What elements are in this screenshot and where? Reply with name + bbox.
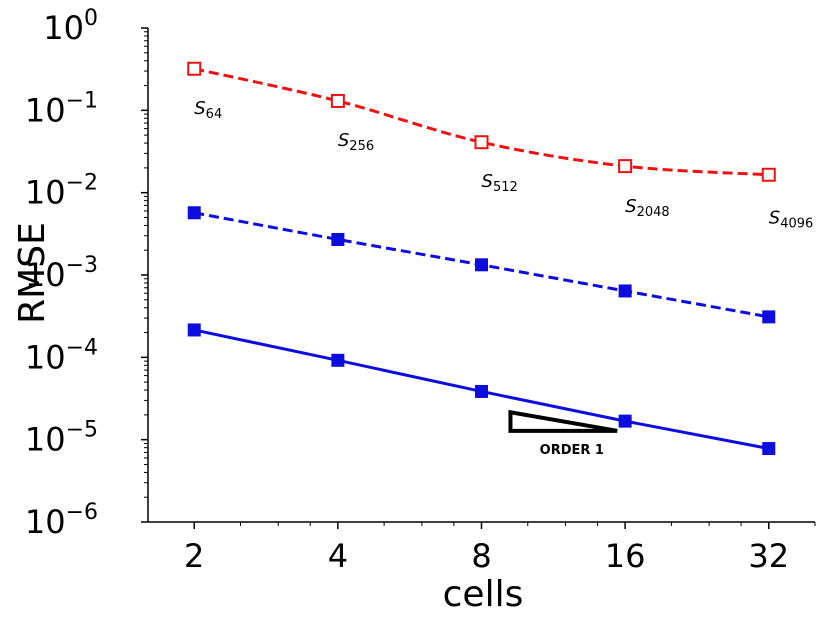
series-2-point [331, 232, 345, 246]
series-3-point [762, 442, 776, 456]
order-triangle [508, 409, 618, 433]
series-2-point [475, 258, 488, 272]
y-tick-label: 10−3 [25, 253, 98, 294]
annotation-label: S256 [338, 130, 374, 154]
annotation-layer: S64 S256 S512 S2048 S4096 [194, 98, 813, 232]
annotation-label: S512 [482, 171, 518, 195]
order-triangle-group: ORDER 1 [508, 409, 618, 458]
series-1-point [187, 61, 202, 76]
series-3-point [187, 323, 201, 337]
y-tick-label: 100 [43, 6, 98, 47]
annotation-label: S64 [194, 98, 222, 122]
x-tick-label-8: 8 [471, 537, 491, 575]
series-2-point [762, 310, 776, 324]
axes: 2 4 8 16 32 100 10−1 10−2 10−3 10−4 10−5 10−6 [25, 6, 816, 575]
annotation-label: S2048 [625, 196, 670, 220]
series-2-point [618, 284, 632, 298]
x-tick-label-4: 4 [328, 537, 348, 575]
series-1-point [761, 167, 776, 182]
x-tick-label-16: 16 [605, 537, 646, 575]
series-1-point [618, 159, 633, 174]
series-1-point [330, 93, 345, 108]
y-tick-label: 10−4 [25, 335, 98, 376]
series-3-point [475, 384, 488, 398]
x-tick-label-2: 2 [184, 537, 204, 575]
series-3-point [331, 353, 345, 367]
y-tick-label: 10−5 [25, 418, 98, 459]
order-label: ORDER 1 [540, 443, 604, 458]
series-3-point [618, 414, 632, 428]
series-1-point [474, 135, 489, 150]
annotation-label: S4096 [769, 208, 814, 232]
x-tick-label-32: 32 [748, 537, 789, 575]
y-tick-label: 10−6 [25, 500, 98, 541]
y-tick-label: 10−1 [25, 88, 98, 129]
series-layer [187, 61, 776, 456]
y-axis-label: RMSE [12, 222, 53, 324]
series-1-line [193, 67, 769, 177]
series-2-point [187, 206, 201, 220]
y-tick-label: 10−2 [25, 171, 98, 212]
x-axis-label: cells [443, 574, 524, 615]
